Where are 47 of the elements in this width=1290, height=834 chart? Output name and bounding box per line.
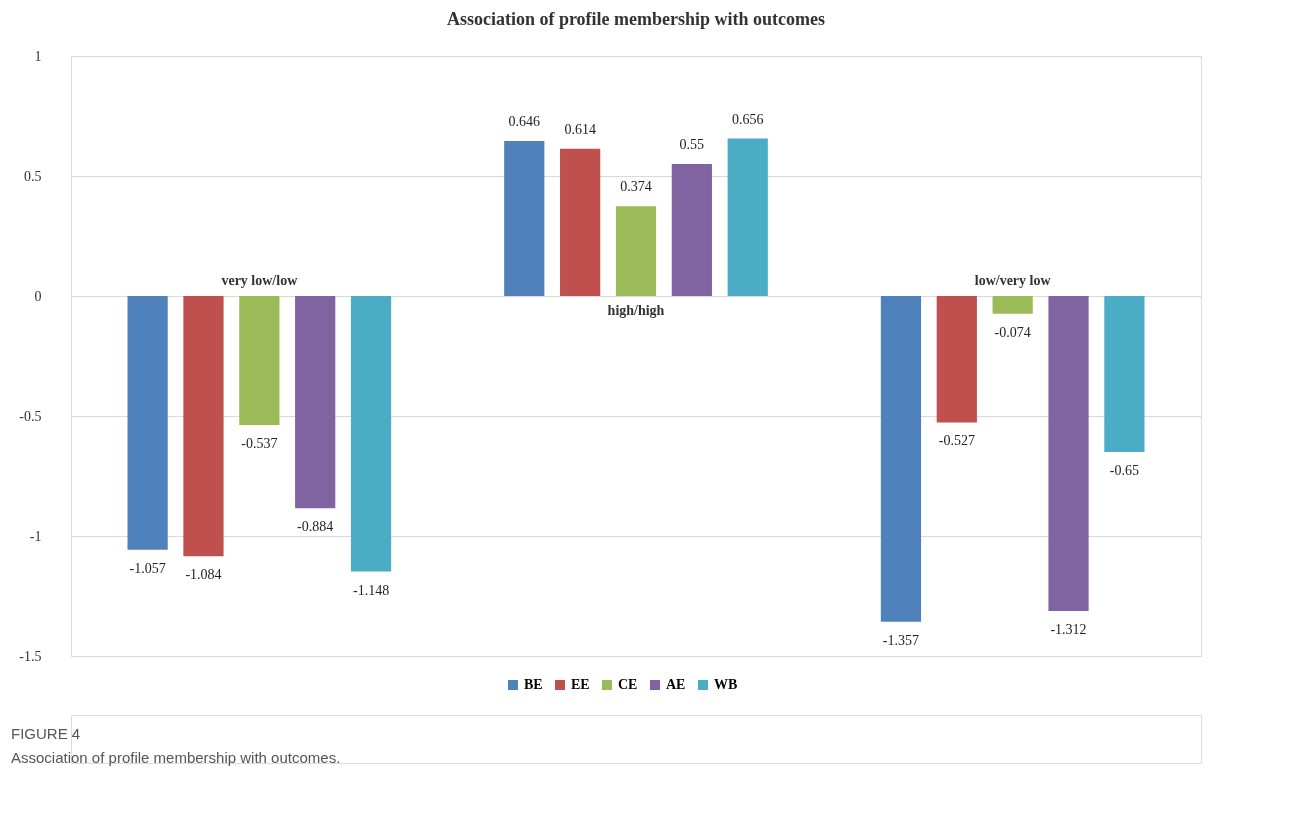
y-tick-label: 0	[34, 288, 42, 304]
y-tick-label: -1	[29, 528, 42, 544]
data-label: -1.084	[185, 567, 222, 583]
bar	[295, 296, 336, 509]
x-tick-label: very low/low	[221, 273, 299, 288]
data-label: 0.656	[731, 111, 764, 127]
x-tick-label: high/high	[607, 303, 665, 318]
bar	[1104, 296, 1145, 452]
bar	[239, 296, 280, 425]
bar	[880, 296, 922, 622]
text: Association of profile membership with outcomes.	[11, 749, 341, 766]
data-label: -0.527	[938, 433, 975, 449]
bar	[183, 296, 224, 557]
legend-label: CE	[618, 677, 638, 692]
data-label: -1.057	[129, 560, 166, 576]
data-label: -0.65	[1109, 463, 1139, 478]
legend-label: EE	[571, 677, 590, 692]
y-tick-label: 1	[34, 48, 42, 64]
bar	[1048, 296, 1089, 611]
data-label: 0.374	[620, 179, 652, 195]
data-label: 0.614	[564, 121, 596, 137]
data-label: 0.55	[679, 137, 705, 152]
y-tick-label: -1.5	[19, 648, 42, 664]
data-label: -1.357	[882, 632, 920, 648]
bar	[127, 296, 168, 550]
bar	[615, 206, 657, 296]
caption: FIGURE 4	[11, 725, 81, 742]
chart-title: Association of profile membership with outcomes	[446, 9, 826, 29]
data-label: -0.537	[241, 435, 278, 451]
legend-label: AE	[666, 677, 686, 692]
legend-label: BE	[524, 677, 543, 692]
data-label: -0.884	[297, 519, 334, 535]
bar	[504, 140, 545, 296]
bar	[992, 296, 1033, 314]
data-label: -1.148	[352, 582, 390, 598]
data-label: 0.646	[508, 113, 541, 129]
legend-label: WB	[714, 677, 738, 692]
data-label: -0.074	[994, 324, 1031, 340]
bar	[727, 138, 768, 296]
bar	[936, 296, 977, 423]
bar	[560, 148, 601, 296]
y-tick-label: -0.5	[19, 408, 42, 424]
bar	[350, 296, 392, 572]
bar	[671, 164, 712, 296]
x-tick-label: low/very low	[974, 273, 1052, 288]
data-label: -1.312	[1050, 621, 1087, 637]
y-tick-label: 0.5	[24, 168, 42, 184]
